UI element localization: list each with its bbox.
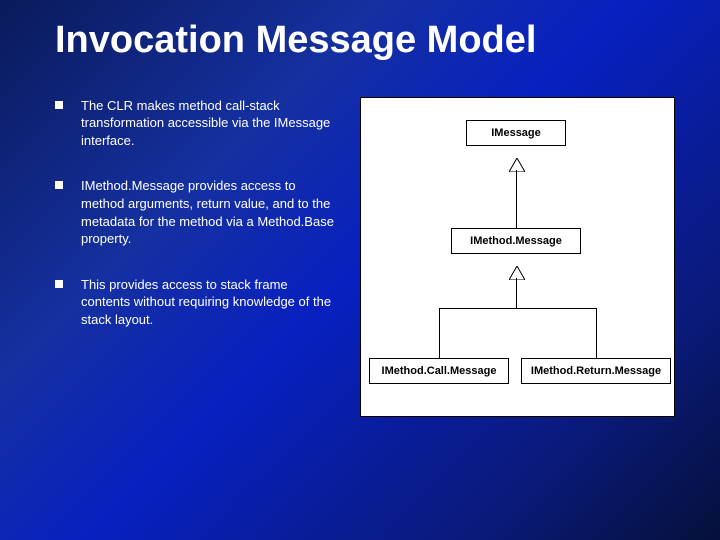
class-diagram: IMessage IMethod.Message IMethod.Call.Me… bbox=[360, 97, 675, 417]
bullet-icon bbox=[55, 280, 63, 288]
connector-line bbox=[439, 308, 596, 309]
list-item: This provides access to stack frame cont… bbox=[55, 276, 340, 329]
slide-title: Invocation Message Model bbox=[55, 20, 675, 62]
node-imethodreturn: IMethod.Return.Message bbox=[521, 358, 671, 384]
inheritance-arrow-icon bbox=[509, 266, 525, 280]
connector-line bbox=[596, 308, 597, 358]
list-item: The CLR makes method call-stack transfor… bbox=[55, 97, 340, 150]
list-item: IMethod.Message provides access to metho… bbox=[55, 177, 340, 247]
inheritance-arrow-icon bbox=[509, 158, 525, 172]
node-imethodcall: IMethod.Call.Message bbox=[369, 358, 509, 384]
bullet-text: The CLR makes method call-stack transfor… bbox=[81, 97, 340, 150]
bullet-text: IMethod.Message provides access to metho… bbox=[81, 177, 340, 247]
bullet-icon bbox=[55, 101, 63, 109]
node-imethodmessage: IMethod.Message bbox=[451, 228, 581, 254]
connector-line bbox=[516, 170, 517, 228]
connector-line bbox=[516, 278, 517, 308]
content-row: The CLR makes method call-stack transfor… bbox=[55, 97, 675, 417]
node-imessage: IMessage bbox=[466, 120, 566, 146]
bullet-icon bbox=[55, 181, 63, 189]
connector-line bbox=[439, 308, 440, 358]
bullet-text: This provides access to stack frame cont… bbox=[81, 276, 340, 329]
slide: Invocation Message Model The CLR makes m… bbox=[0, 0, 720, 540]
bullet-list: The CLR makes method call-stack transfor… bbox=[55, 97, 340, 417]
